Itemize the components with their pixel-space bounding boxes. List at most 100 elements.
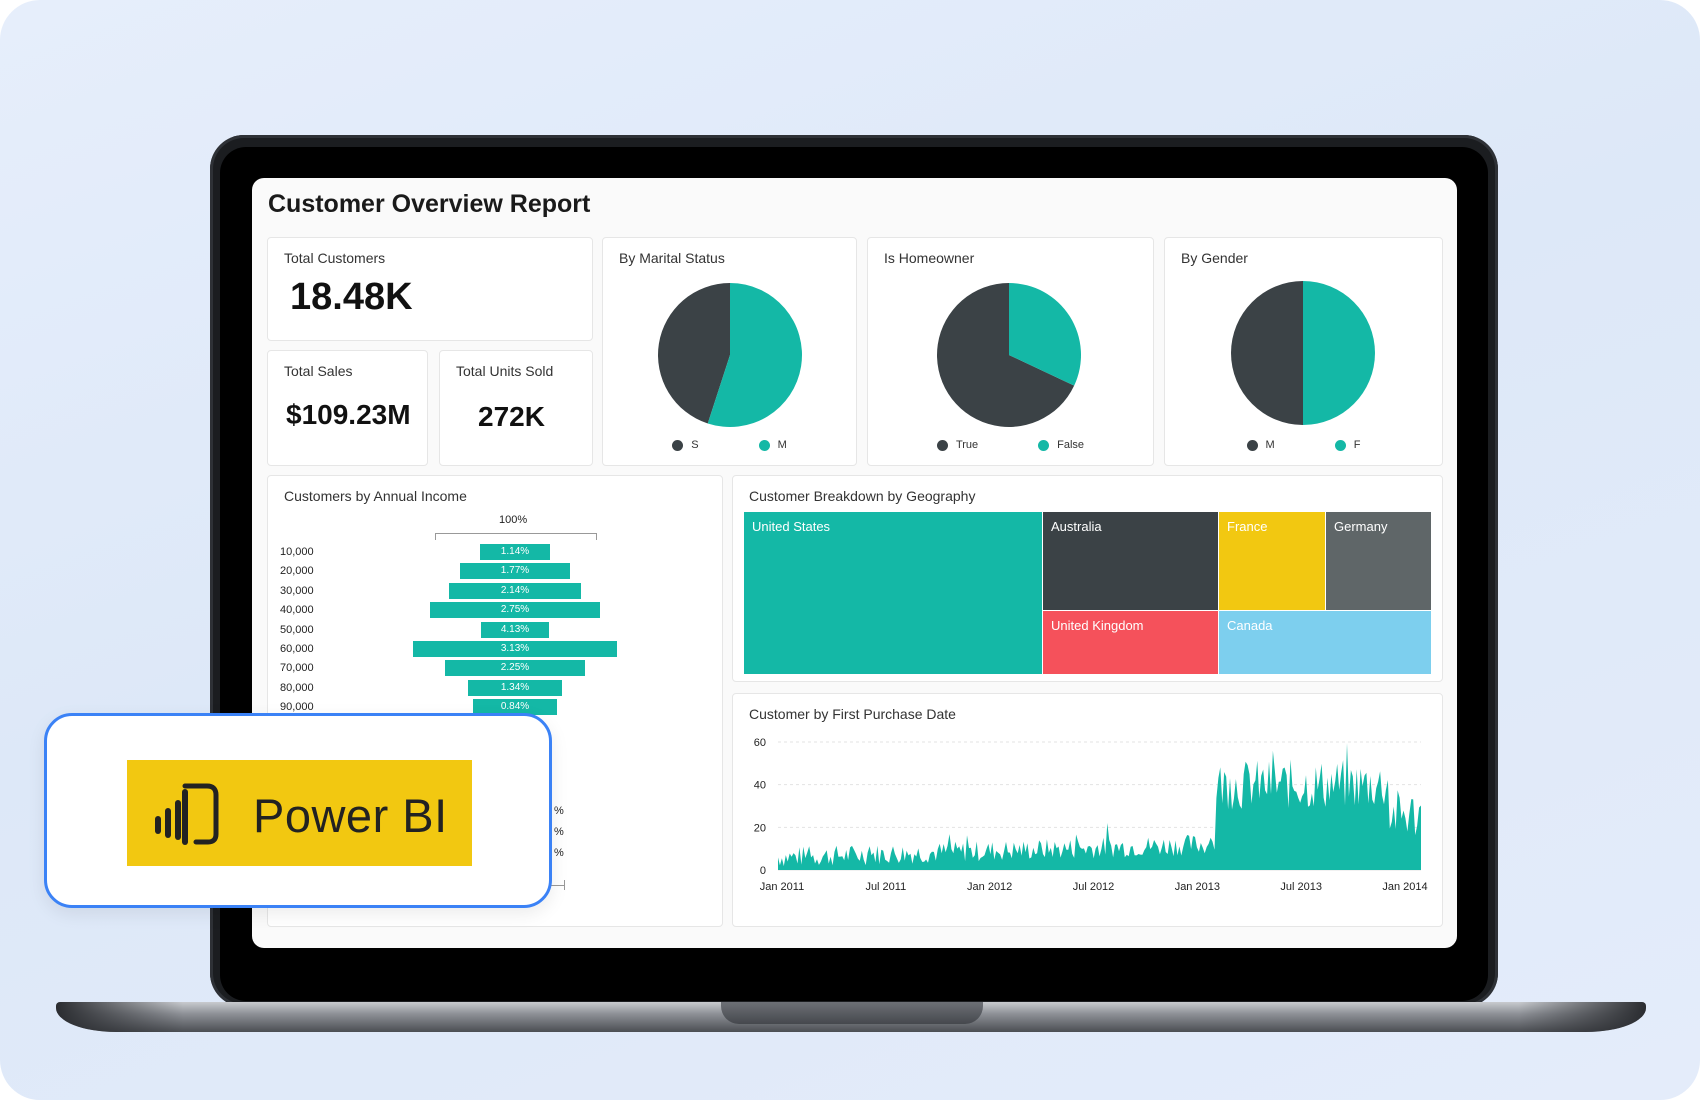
legend-label: S [691, 439, 699, 451]
legend-item-true[interactable]: True [936, 439, 979, 451]
income-bar[interactable]: 3.13% [412, 641, 618, 657]
pie-slice-s [658, 283, 730, 424]
treemap-label: Germany [1334, 519, 1388, 534]
geography-card[interactable]: Customer Breakdown by Geography United S… [732, 475, 1443, 682]
homeowner-card[interactable]: Is Homeowner True False [867, 237, 1154, 466]
legend-label: M [777, 439, 787, 451]
legend-label: True [955, 439, 979, 451]
legend-label: F [1353, 439, 1361, 451]
laptop-notch [721, 1002, 983, 1024]
report-title: Customer Overview Report [268, 190, 591, 218]
pie-slice-true [937, 283, 1075, 427]
income-row-label: 10,000 [280, 546, 314, 558]
income-bar[interactable]: 2.75% [429, 602, 601, 619]
legend-item-s[interactable]: S [672, 439, 699, 451]
marital-status-card[interactable]: By Marital Status S M [602, 237, 857, 466]
marital-status-legend: S M [603, 439, 856, 451]
pie-slice-m [1231, 281, 1303, 425]
y-tick-label: 60 [754, 737, 766, 749]
y-tick-label: 40 [754, 780, 766, 792]
treemap-label: Canada [1227, 618, 1273, 633]
income-row-label: 80,000 [280, 681, 314, 694]
x-tick-label: Jul 2012 [1073, 881, 1115, 893]
power-bi-logo-icon [155, 783, 219, 845]
legend-label: M [1265, 439, 1275, 451]
treemap-label: Australia [1051, 519, 1102, 534]
total-units-label: Total Units Sold [456, 363, 554, 379]
income-partial-3: % [554, 847, 564, 859]
x-tick-label: Jan 2014 [1382, 881, 1427, 893]
legend-item-false[interactable]: False [1038, 439, 1084, 451]
total-sales-label: Total Sales [284, 363, 353, 379]
income-row-label: 90,000 [280, 701, 314, 714]
income-bar[interactable]: 1.34% [468, 679, 562, 696]
income-bar[interactable]: 1.14% [479, 544, 551, 560]
income-top-label: 100% [499, 514, 528, 526]
homeowner-title: Is Homeowner [884, 250, 975, 266]
homeowner-legend: True False [868, 439, 1153, 451]
income-axis-tick [564, 880, 565, 890]
geography-title: Customer Breakdown by Geography [749, 488, 976, 504]
treemap-australia[interactable]: Australia [1043, 512, 1218, 610]
total-sales-value: $109.23M [286, 399, 411, 430]
income-bar[interactable]: 0.84% [473, 699, 557, 716]
legend-item-m[interactable]: M [1246, 439, 1275, 451]
power-bi-banner: Power BI [127, 760, 472, 866]
treemap-label: United Kingdom [1051, 618, 1144, 633]
treemap-france[interactable]: France [1219, 512, 1325, 610]
legend-label: False [1057, 439, 1085, 451]
marital-status-pie [658, 283, 802, 427]
treemap-united-states[interactable]: United States [744, 512, 1042, 674]
income-partial-1: % [554, 805, 564, 817]
x-tick-label: Jul 2013 [1280, 881, 1322, 893]
homeowner-pie [937, 283, 1081, 427]
purchase-date-card[interactable]: Customer by First Purchase Date 60 40 20 0 … [732, 693, 1443, 927]
legend-dot-teal [1038, 439, 1050, 451]
legend-dot-dark [936, 439, 948, 451]
legend-item-f[interactable]: F [1334, 439, 1361, 451]
total-sales-card[interactable]: Total Sales $109.23M [267, 350, 428, 466]
total-customers-value: 18.48K [290, 276, 413, 318]
income-row-label: 70,000 [280, 662, 314, 675]
y-tick-label: 20 [754, 822, 766, 834]
x-tick-label: Jan 2011 [760, 881, 804, 893]
pie-slice-f [1303, 281, 1375, 425]
treemap-label: United States [752, 519, 831, 534]
treemap-germany[interactable]: Germany [1326, 512, 1431, 610]
legend-item-m[interactable]: M [758, 439, 787, 451]
legend-dot-teal [1334, 439, 1346, 451]
gender-title: By Gender [1181, 250, 1248, 266]
total-units-value: 272K [478, 401, 545, 432]
income-row-label: 40,000 [280, 604, 314, 617]
gender-legend: M F [1165, 439, 1442, 451]
income-bar[interactable]: 4.13% [480, 621, 550, 638]
pie-slice-false [1009, 283, 1081, 386]
power-bi-label: Power BI [253, 789, 448, 842]
total-units-card[interactable]: Total Units Sold 272K [439, 350, 593, 466]
income-bar[interactable]: 2.25% [445, 660, 585, 677]
treemap-canada[interactable]: Canada [1219, 611, 1431, 674]
income-bar[interactable]: 2.14% [448, 582, 582, 599]
purchase-date-title: Customer by First Purchase Date [749, 706, 956, 722]
total-customers-card[interactable]: Total Customers 18.48K [267, 237, 593, 341]
x-tick-label: Jul 2011 [865, 881, 906, 893]
income-bar[interactable]: 1.77% [460, 563, 570, 580]
purchase-area-series [778, 743, 1421, 870]
purchase-area-chart: 60 40 20 0 Jan 2011 Jul 2011 Jan 2012 Jul 2012… [754, 737, 1428, 893]
gender-pie [1231, 281, 1375, 425]
x-tick-label: Jan 2013 [1175, 881, 1220, 893]
income-row-label: 20,000 [280, 565, 314, 578]
power-bi-badge: Power BI [44, 713, 552, 908]
legend-dot-dark [1246, 439, 1258, 451]
x-tick-label: Jan 2012 [967, 881, 1012, 893]
gender-card[interactable]: By Gender M F [1164, 237, 1443, 466]
income-partial-2: % [554, 826, 564, 838]
pie-slice-m [707, 283, 802, 427]
treemap-united-kingdom[interactable]: United Kingdom [1043, 611, 1218, 674]
marital-status-title: By Marital Status [619, 250, 725, 266]
income-row-label: 50,000 [280, 623, 314, 636]
y-tick-label: 0 [760, 865, 766, 877]
treemap-label: France [1227, 519, 1268, 534]
total-customers-label: Total Customers [284, 250, 386, 266]
income-row-label: 30,000 [280, 584, 314, 597]
